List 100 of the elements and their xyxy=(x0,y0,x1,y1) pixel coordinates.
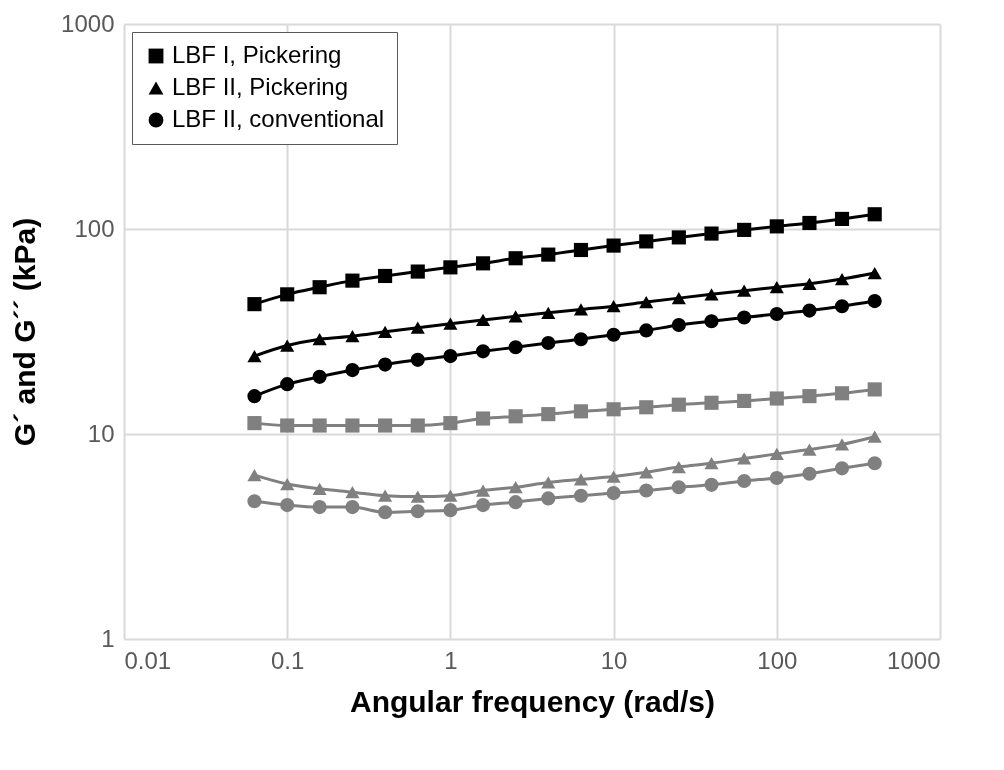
point xyxy=(737,284,752,297)
point xyxy=(378,489,393,502)
point xyxy=(280,418,295,433)
point xyxy=(378,357,393,372)
point xyxy=(312,500,327,515)
point xyxy=(606,402,621,417)
point xyxy=(769,447,784,460)
point xyxy=(606,486,621,501)
point xyxy=(312,369,327,384)
point xyxy=(606,327,621,342)
point xyxy=(508,409,523,424)
point xyxy=(280,339,295,352)
point xyxy=(475,313,491,327)
point xyxy=(639,234,654,249)
point xyxy=(834,211,850,226)
point xyxy=(671,460,686,474)
point xyxy=(671,397,686,412)
point xyxy=(606,470,621,483)
point xyxy=(639,466,654,479)
point xyxy=(737,473,752,489)
point xyxy=(475,498,491,513)
point xyxy=(704,457,719,470)
point xyxy=(508,481,523,494)
point xyxy=(802,443,817,456)
point xyxy=(541,247,556,262)
point xyxy=(378,505,393,520)
point xyxy=(834,438,850,451)
point xyxy=(247,469,262,482)
point xyxy=(378,325,393,338)
point xyxy=(345,486,360,499)
point xyxy=(247,416,262,431)
point xyxy=(606,238,621,253)
point xyxy=(671,480,686,495)
point xyxy=(867,207,882,222)
point xyxy=(867,266,882,280)
point xyxy=(704,395,719,410)
point xyxy=(573,332,589,347)
point xyxy=(378,268,393,284)
point xyxy=(345,363,360,378)
point xyxy=(280,287,295,302)
legend-label: LBF II, Pickering xyxy=(172,73,349,100)
point xyxy=(312,418,327,433)
point xyxy=(541,335,556,351)
y-tick-label: 1 xyxy=(101,624,115,652)
point xyxy=(541,491,556,506)
point xyxy=(312,280,327,295)
point xyxy=(639,483,654,498)
x-tick-label: 0.01 xyxy=(124,646,172,674)
point xyxy=(541,407,556,422)
point xyxy=(443,503,458,518)
point xyxy=(639,323,654,338)
x-tick-label: 100 xyxy=(757,646,798,674)
point xyxy=(802,466,817,481)
point xyxy=(280,498,295,513)
x-tick-label: 1 xyxy=(444,646,458,674)
point xyxy=(410,418,425,433)
point xyxy=(443,317,458,330)
point xyxy=(475,411,491,426)
legend-label: LBF II, conventional xyxy=(172,105,385,132)
point xyxy=(508,251,523,266)
point xyxy=(704,288,719,301)
point xyxy=(573,404,589,419)
point xyxy=(410,321,425,334)
point xyxy=(410,264,425,279)
point xyxy=(312,482,327,495)
point xyxy=(475,484,491,497)
point xyxy=(769,470,784,486)
point xyxy=(345,330,360,343)
point xyxy=(802,303,817,318)
point xyxy=(769,391,784,406)
x-tick-label: 10 xyxy=(600,646,628,674)
point xyxy=(802,215,817,231)
point xyxy=(508,495,523,510)
point xyxy=(345,418,360,433)
y-tick-label: 10 xyxy=(87,419,115,447)
point xyxy=(671,292,686,305)
point xyxy=(834,461,850,476)
point xyxy=(410,504,425,519)
point xyxy=(867,294,882,309)
point xyxy=(312,333,327,346)
point xyxy=(834,299,850,314)
point xyxy=(280,477,295,491)
point xyxy=(345,273,360,288)
point xyxy=(737,393,752,408)
point xyxy=(573,242,589,258)
point xyxy=(443,260,458,275)
x-tick-label: 0.1 xyxy=(271,646,305,674)
point xyxy=(639,400,654,415)
point xyxy=(475,344,491,359)
point xyxy=(378,418,393,433)
point xyxy=(443,416,458,431)
point xyxy=(737,452,752,465)
y-axis-title: G´ and G´´ (kPa) xyxy=(8,217,42,447)
point xyxy=(247,494,262,509)
point xyxy=(867,382,882,397)
point xyxy=(671,230,686,245)
point xyxy=(443,349,458,364)
point xyxy=(443,489,458,502)
y-tick-label: 1000 xyxy=(61,9,115,37)
point xyxy=(737,222,752,237)
